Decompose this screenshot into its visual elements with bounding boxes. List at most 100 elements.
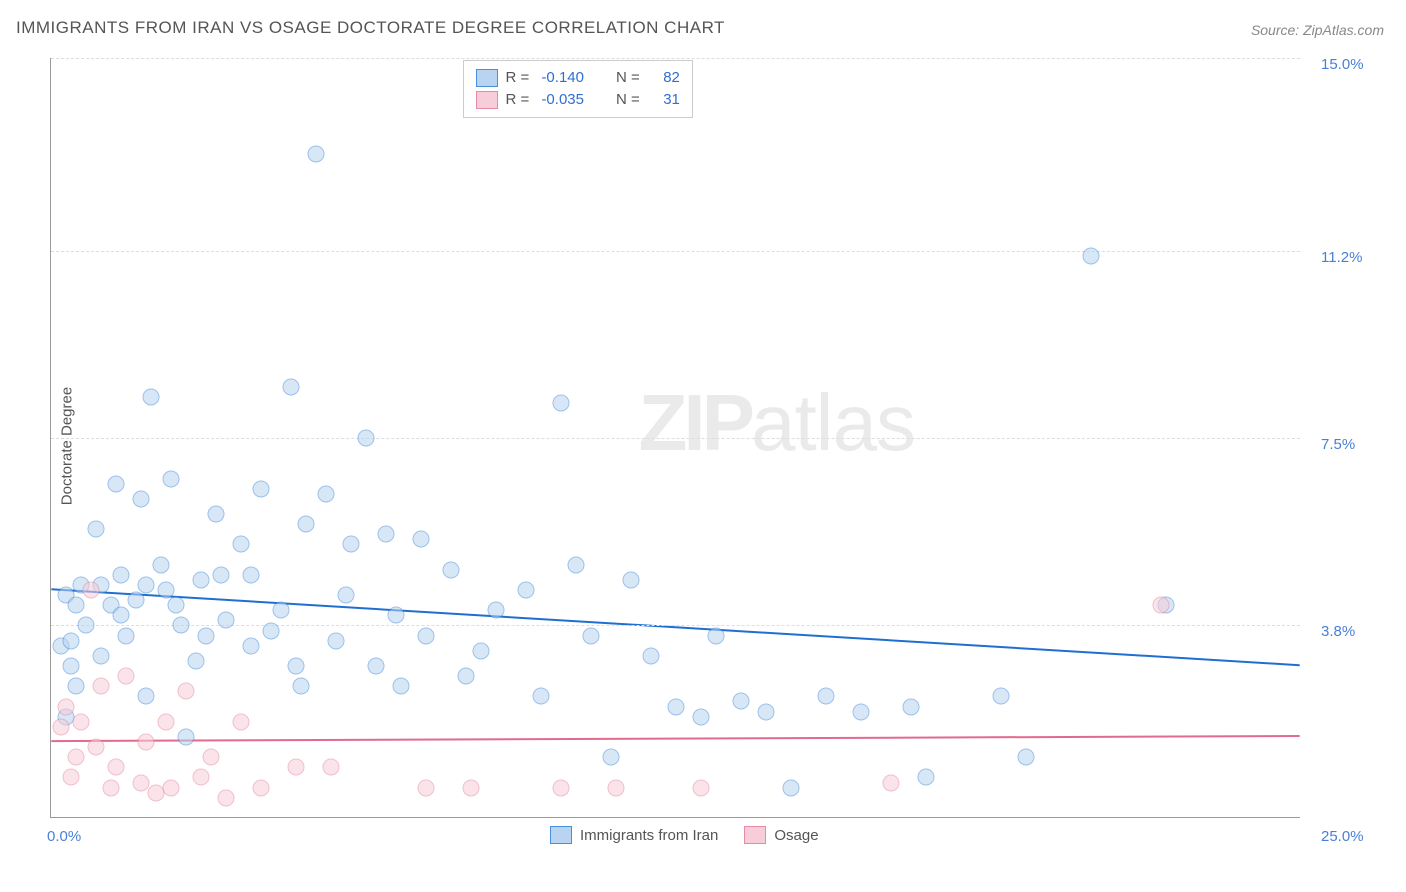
correlation-legend: R = -0.140 N = 82R = -0.035 N = 31 [463,60,693,118]
data-point [173,617,190,634]
data-point [608,779,625,796]
data-point [533,688,550,705]
data-point [63,769,80,786]
data-point [418,779,435,796]
y-tick-label: 3.8% [1321,623,1355,640]
legend-r-label: R = [506,67,534,89]
data-point [1153,597,1170,614]
y-tick-label: 11.2% [1321,249,1362,266]
data-point [388,607,405,624]
watermark-light: atlas [751,378,915,467]
data-point [233,713,250,730]
data-point [693,779,710,796]
data-point [63,658,80,675]
data-point [243,566,260,583]
data-point [293,678,310,695]
data-point [243,637,260,654]
x-tick-label: 25.0% [1321,828,1364,845]
data-point [153,556,170,573]
data-point [883,774,900,791]
data-point [198,627,215,644]
data-point [208,506,225,523]
data-point [93,647,110,664]
data-point [603,749,620,766]
series-legend: Immigrants from IranOsage [550,826,819,844]
data-point [298,516,315,533]
data-point [128,592,145,609]
legend-n-label: N = [603,67,643,89]
data-point [413,531,430,548]
data-point [993,688,1010,705]
data-point [378,526,395,543]
legend-r-value: -0.140 [541,67,595,89]
gridline [51,251,1300,252]
data-point [163,779,180,796]
data-point [178,683,195,700]
data-point [368,658,385,675]
data-point [83,582,100,599]
data-point [328,632,345,649]
data-point [358,430,375,447]
data-point [168,597,185,614]
legend-r-value: -0.035 [541,89,595,111]
data-point [338,587,355,604]
data-point [818,688,835,705]
data-point [118,627,135,644]
data-point [93,678,110,695]
data-point [623,571,640,588]
data-point [133,490,150,507]
data-point [113,566,130,583]
data-point [88,739,105,756]
data-point [218,789,235,806]
data-point [288,759,305,776]
data-point [488,602,505,619]
trend-line [51,736,1299,741]
data-point [903,698,920,715]
data-point [53,718,70,735]
data-point [733,693,750,710]
legend-swatch [550,826,572,844]
data-point [158,713,175,730]
data-point [393,678,410,695]
data-point [88,521,105,538]
data-point [568,556,585,573]
data-point [113,607,130,624]
data-point [253,779,270,796]
legend-r-label: R = [506,89,534,111]
data-point [288,658,305,675]
data-point [518,582,535,599]
legend-row: R = -0.140 N = 82 [476,67,680,89]
data-point [218,612,235,629]
data-point [458,668,475,685]
data-point [178,728,195,745]
data-point [68,749,85,766]
data-point [253,480,270,497]
data-point [308,146,325,163]
gridline [51,58,1300,59]
legend-n-label: N = [603,89,643,111]
legend-row: R = -0.035 N = 31 [476,89,680,111]
data-point [73,713,90,730]
data-point [138,576,155,593]
data-point [918,769,935,786]
legend-item-label: Immigrants from Iran [580,827,718,844]
watermark: ZIPatlas [639,377,915,469]
data-point [138,688,155,705]
data-point [233,536,250,553]
legend-swatch [744,826,766,844]
data-point [323,759,340,776]
y-tick-label: 15.0% [1321,56,1364,73]
gridline [51,438,1300,439]
source-credit: Source: ZipAtlas.com [1251,22,1384,38]
legend-item: Immigrants from Iran [550,826,718,844]
data-point [1018,749,1035,766]
watermark-bold: ZIP [639,378,751,467]
data-point [188,652,205,669]
chart-title: IMMIGRANTS FROM IRAN VS OSAGE DOCTORATE … [16,18,725,38]
data-point [463,779,480,796]
data-point [118,668,135,685]
data-point [318,485,335,502]
data-point [203,749,220,766]
source-site: ZipAtlas.com [1303,22,1384,38]
data-point [473,642,490,659]
